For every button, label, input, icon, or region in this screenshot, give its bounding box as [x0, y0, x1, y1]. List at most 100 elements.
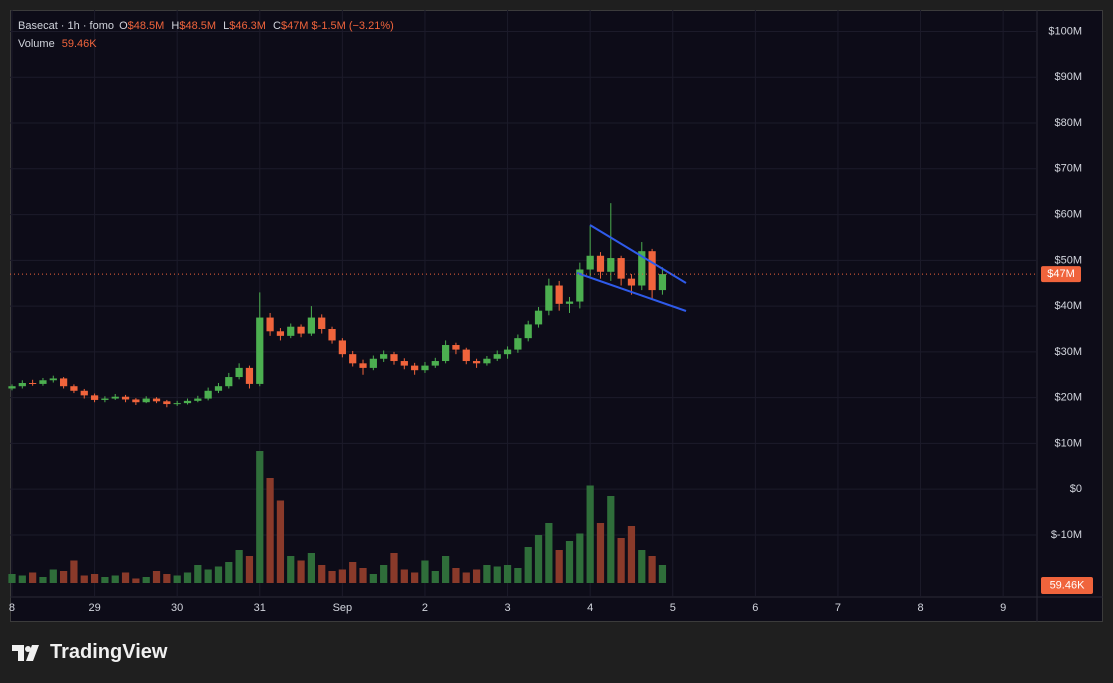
candle-body [617, 258, 625, 279]
candle-body [586, 255, 594, 270]
y-tick-label: $80M [1054, 117, 1082, 129]
candle-body [400, 361, 408, 366]
volume-value: 59.46K [61, 38, 97, 50]
y-tick-label: $60M [1054, 208, 1082, 220]
candle-body [534, 310, 543, 325]
volume-bar [39, 577, 47, 583]
volume-bar [307, 553, 316, 583]
y-tick-label: $40M [1054, 300, 1082, 312]
candle-body [101, 398, 109, 400]
volume-bar [225, 562, 233, 583]
ohlc-value: $47M [280, 20, 309, 32]
last-price-label: $47M [1047, 268, 1075, 280]
x-tick-label: 8 [9, 602, 15, 614]
candle-body [390, 354, 398, 362]
volume-bar [586, 485, 594, 583]
volume-bar [390, 553, 398, 583]
candle-body [49, 378, 57, 381]
brand-logo: TradingView [12, 641, 167, 664]
candle-body [462, 349, 470, 362]
candle-body [235, 367, 243, 378]
candle-body [214, 386, 223, 391]
volume-bar [18, 575, 26, 583]
x-tick-label: 3 [504, 602, 510, 614]
volume-bar [235, 550, 243, 583]
volume-bar [266, 478, 274, 583]
candle-body [80, 390, 88, 396]
volume-bar [204, 569, 212, 583]
volume-bar [400, 569, 408, 583]
volume-bar [627, 526, 636, 583]
candle-body [183, 400, 192, 404]
volume-bar [80, 575, 88, 583]
volume-bar [369, 574, 377, 583]
logo-icon [12, 644, 39, 661]
change: $-1.5M (−3.21%) [311, 20, 394, 32]
x-tick-label: 7 [835, 602, 841, 614]
y-tick-label: $10M [1054, 437, 1082, 449]
candle-body [256, 317, 264, 384]
volume-bar [8, 574, 16, 583]
volume-bar [452, 568, 460, 583]
candle-body [111, 396, 119, 399]
x-tick-label: 30 [171, 602, 183, 614]
last-price-box [1041, 266, 1081, 283]
y-tick-label: $0 [1070, 483, 1082, 495]
volume-bar [194, 565, 202, 583]
volume-bar [101, 577, 109, 583]
volume-bar [493, 566, 501, 583]
candle-body [431, 361, 439, 366]
candle-body [29, 382, 37, 384]
candle-body [307, 317, 316, 334]
volume-bar [658, 565, 667, 583]
volume-bar [545, 523, 553, 583]
volume-bar [49, 569, 57, 583]
x-tick-label: 6 [752, 602, 758, 614]
volume-bar [607, 496, 615, 583]
candle-body [441, 345, 450, 362]
candle-body [524, 324, 532, 339]
candle-body [245, 367, 254, 384]
volume-bar [503, 565, 512, 583]
volume-bar [534, 535, 543, 583]
volume-legend: Volume 59.46K [18, 35, 398, 53]
volume-bar [638, 550, 646, 583]
candle-body [565, 301, 574, 304]
volume-bar [421, 560, 429, 583]
volume-bar [163, 574, 171, 583]
y-tick-label: $100M [1048, 25, 1082, 37]
x-tick-label: 4 [587, 602, 593, 614]
volume-bar [524, 547, 532, 583]
candle-body [266, 317, 274, 332]
ohlc-key: L [223, 20, 230, 32]
ohlc-value: $46.3M [229, 20, 266, 32]
volume-bar [328, 571, 336, 583]
volume-bar [648, 556, 656, 583]
candle-body [472, 361, 481, 364]
candle-body [607, 258, 615, 272]
volume-bar [472, 569, 481, 583]
candle-body [173, 403, 181, 405]
candle-body [483, 358, 491, 364]
volume-bar [29, 572, 37, 583]
candle-body [493, 354, 501, 359]
volume-bar [617, 538, 625, 583]
volume-bar [555, 550, 563, 583]
candle-body [514, 338, 522, 350]
x-tick-label: 31 [254, 602, 266, 614]
volume-bar [214, 566, 223, 583]
symbol: Basecat · 1h · fomo [18, 20, 114, 32]
x-tick-label: 29 [88, 602, 100, 614]
volume-bar [349, 562, 357, 583]
candle-body [59, 378, 68, 387]
x-tick-label: 8 [917, 602, 923, 614]
ohlc-value: $48.5M [179, 20, 217, 32]
candle-body [39, 380, 47, 384]
candle-body [349, 354, 357, 364]
volume-key: Volume [18, 38, 55, 50]
volume-bar [173, 575, 181, 583]
ohlc-key: O [119, 20, 128, 32]
candle-body [452, 345, 460, 350]
x-tick-label: 5 [670, 602, 676, 614]
candle-body [163, 401, 171, 405]
